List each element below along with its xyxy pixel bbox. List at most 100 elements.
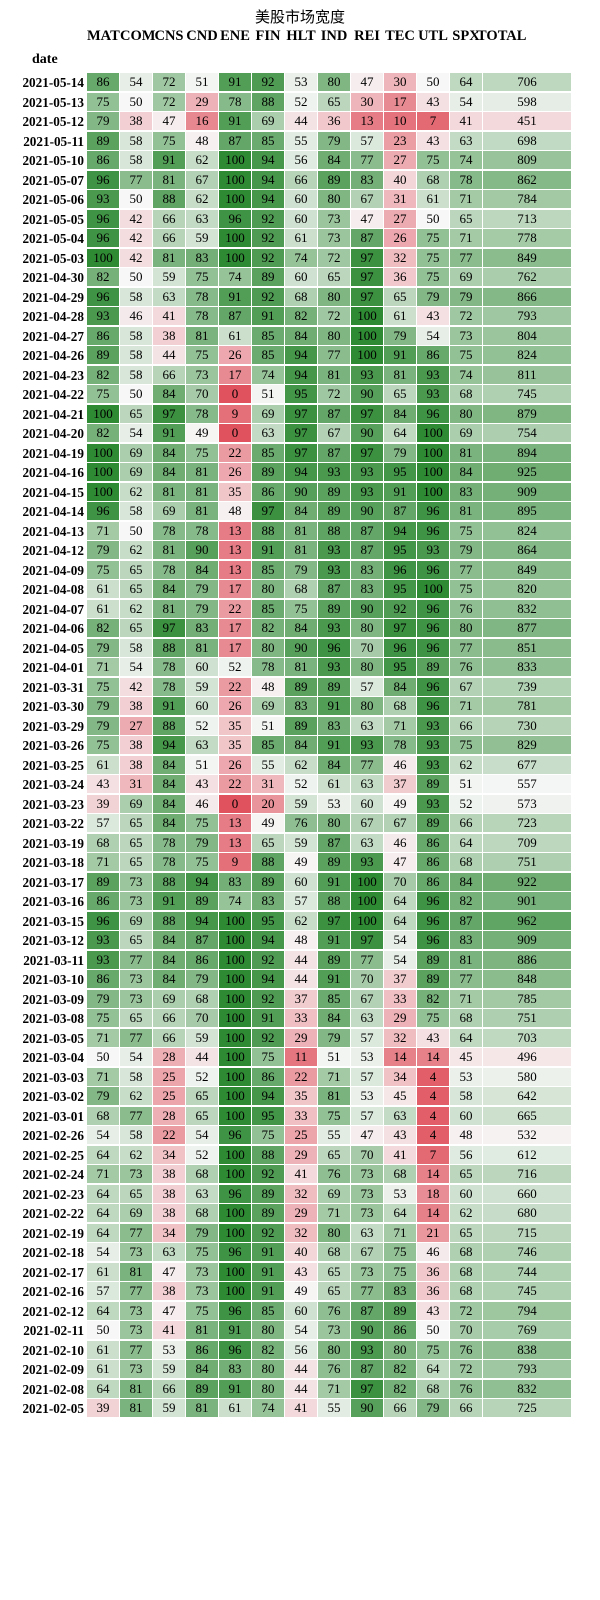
heatmap-cell-hlt: 84	[285, 736, 317, 754]
heatmap-cell-com: 81	[120, 1399, 152, 1417]
heatmap-cell-ene: 96	[219, 1126, 251, 1144]
heatmap-cell-cns: 91	[153, 892, 185, 910]
heatmap-cell-com: 77	[120, 1282, 152, 1300]
heatmap-cell-cnd: 62	[186, 151, 218, 169]
heatmap-cell-com: 62	[120, 541, 152, 559]
heatmap-cell-mat: 71	[87, 1028, 119, 1047]
heatmap-cell-utl: 100	[417, 580, 449, 598]
heatmap-cell-cns: 84	[153, 970, 185, 988]
row-date-label: 2021-04-26	[22, 348, 84, 363]
heatmap-cell-fin: 92	[252, 989, 284, 1008]
heatmap-cell-utl: 75	[417, 1340, 449, 1359]
heatmap-cell-tec: 68	[384, 697, 416, 715]
heatmap-cell-fin: 63	[252, 424, 284, 442]
heatmap-cell-mat: 68	[87, 833, 119, 852]
heatmap-cell-com: 65	[120, 404, 152, 423]
heatmap-cell-cnd: 79	[186, 580, 218, 598]
row-date-label: 2021-03-01	[22, 1108, 84, 1124]
heatmap-cell-fin: 91	[252, 1262, 284, 1281]
heatmap-cell-mat: 75	[87, 736, 119, 754]
heatmap-cell-utl: 100	[417, 482, 449, 501]
heatmap-cell-mat: 96	[87, 502, 119, 520]
heatmap-cell-total: 677	[483, 755, 571, 774]
heatmap-cell-cns: 81	[153, 541, 185, 559]
table-row: 2021-03-19 68 65 78 79 13 65 59 87 63 46 86 64 709	[0, 833, 600, 853]
heatmap-cell-ene: 26	[219, 755, 251, 774]
heatmap-cell-com: 62	[120, 1087, 152, 1105]
heatmap-cell-hlt: 95	[285, 385, 317, 403]
heatmap-cell-utl: 7	[417, 112, 449, 130]
heatmap-cell-ind: 89	[318, 853, 350, 871]
heatmap-cell-mat: 75	[87, 677, 119, 696]
heatmap-cell-ene: 100	[219, 1028, 251, 1047]
heatmap-cell-utl: 86	[417, 853, 449, 871]
heatmap-cell-fin: 83	[252, 892, 284, 910]
heatmap-cell-utl: 43	[417, 1301, 449, 1320]
heatmap-cell-spx: 69	[450, 268, 482, 286]
heatmap-cell-spx: 77	[450, 248, 482, 267]
heatmap-cell-spx: 83	[450, 931, 482, 949]
heatmap-cell-ind: 79	[318, 131, 350, 150]
heatmap-cell-tec: 53	[384, 1184, 416, 1203]
heatmap-cell-cnd: 51	[186, 755, 218, 774]
heatmap-cell-cns: 84	[153, 931, 185, 949]
heatmap-cell-com: 77	[120, 170, 152, 189]
heatmap-cell-com: 62	[120, 1145, 152, 1164]
row-date-label: 2021-04-28	[22, 309, 84, 324]
heatmap-cell-tec: 36	[384, 268, 416, 286]
heatmap-cell-com: 77	[120, 1223, 152, 1242]
heatmap-cell-rei: 93	[351, 853, 383, 871]
heatmap-cell-spx: 71	[450, 697, 482, 715]
heatmap-cell-ene: 83	[219, 1360, 251, 1378]
heatmap-cell-cns: 72	[153, 92, 185, 111]
heatmap-cell-ene: 9	[219, 404, 251, 423]
heatmap-cell-spx: 68	[450, 385, 482, 403]
heatmap-cell-utl: 4	[417, 1126, 449, 1144]
heatmap-cell-total: 725	[483, 1399, 571, 1417]
heatmap-cell-com: 69	[120, 463, 152, 481]
row-date-label: 2021-02-09	[22, 1362, 84, 1377]
heatmap-cell-cns: 78	[153, 521, 185, 540]
heatmap-cell-total: 781	[483, 697, 571, 715]
row-date-label: 2021-03-08	[22, 1011, 84, 1026]
heatmap-cell-fin: 85	[252, 1301, 284, 1320]
heatmap-cell-utl: 93	[417, 365, 449, 384]
heatmap-cell-fin: 55	[252, 755, 284, 774]
heatmap-cell-hlt: 81	[285, 658, 317, 676]
heatmap-cell-ene: 26	[219, 346, 251, 364]
heatmap-cell-mat: 71	[87, 1165, 119, 1183]
heatmap-cell-ind: 61	[318, 775, 350, 793]
heatmap-cell-mat: 86	[87, 892, 119, 910]
heatmap-cell-ind: 65	[318, 92, 350, 111]
heatmap-cell-rei: 80	[351, 697, 383, 715]
heatmap-cell-utl: 96	[417, 599, 449, 618]
table-row: 2021-03-18 71 65 78 75 9 88 49 89 93 47 86 68 751	[0, 853, 600, 872]
heatmap-cell-cnd: 73	[186, 365, 218, 384]
heatmap-cell-cnd: 81	[186, 482, 218, 501]
heatmap-cell-hlt: 40	[285, 1243, 317, 1261]
heatmap-cell-cns: 72	[153, 73, 185, 91]
heatmap-cell-cns: 81	[153, 248, 185, 267]
heatmap-cell-ene: 78	[219, 92, 251, 111]
heatmap-cell-rei: 63	[351, 716, 383, 735]
heatmap-cell-total: 866	[483, 287, 571, 306]
heatmap-cell-spx: 60	[450, 1184, 482, 1203]
heatmap-cell-cnd: 90	[186, 541, 218, 559]
heatmap-cell-total: 580	[483, 1067, 571, 1086]
heatmap-cell-spx: 53	[450, 1067, 482, 1086]
heatmap-cell-fin: 95	[252, 1106, 284, 1125]
heatmap-cell-ind: 69	[318, 1184, 350, 1203]
heatmap-cell-cns: 69	[153, 989, 185, 1008]
chart-title: 美股市场宽度	[254, 10, 345, 26]
row-date-label: 2021-04-06	[22, 621, 84, 636]
heatmap-cell-ind: 87	[318, 580, 350, 598]
heatmap-cell-spx: 65	[450, 1223, 482, 1242]
table-row: 2021-03-16 86 73 91 89 74 83 57 88 100 64 96 82 901	[0, 892, 600, 911]
row-date-label: 2021-03-15	[22, 913, 84, 929]
heatmap-cell-cnd: 81	[186, 1399, 218, 1417]
heatmap-cell-com: 69	[120, 443, 152, 462]
heatmap-cell-utl: 50	[417, 209, 449, 228]
row-date-label: 2021-03-05	[22, 1030, 84, 1046]
heatmap-cell-mat: 50	[87, 1321, 119, 1339]
heatmap-cell-hlt: 43	[285, 1262, 317, 1281]
